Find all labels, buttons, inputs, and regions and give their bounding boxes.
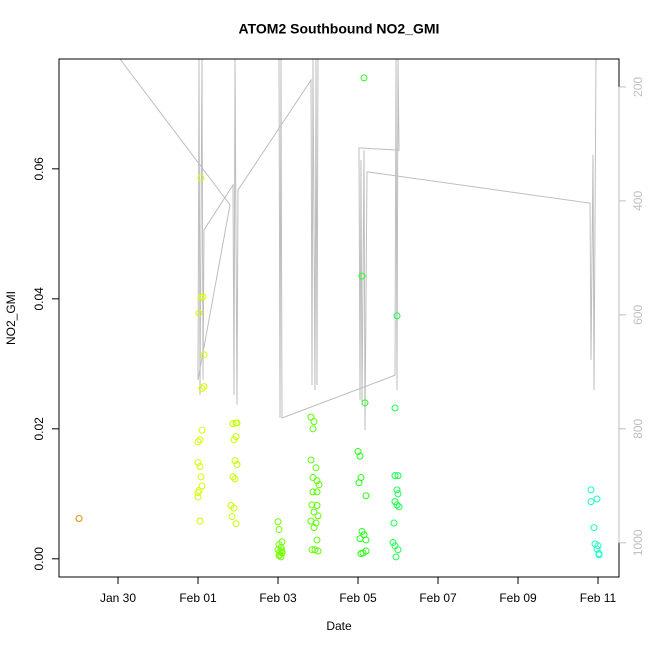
y2-tick-label: 800 xyxy=(631,419,645,439)
y-tick-label: 0.04 xyxy=(32,287,46,311)
data-point xyxy=(594,542,602,550)
data-point xyxy=(312,464,320,472)
data-point xyxy=(314,547,322,555)
data-point xyxy=(228,513,236,521)
y-tick-label: 0.06 xyxy=(32,157,46,181)
data-point xyxy=(395,503,403,511)
data-point xyxy=(197,473,205,481)
data-point xyxy=(194,438,202,446)
data-point xyxy=(198,426,206,434)
y2-tick-label: 200 xyxy=(631,77,645,97)
x-tick-label: Feb 05 xyxy=(339,591,377,605)
data-point xyxy=(315,481,323,489)
data-point xyxy=(390,519,398,527)
data-point xyxy=(393,486,401,494)
data-point xyxy=(314,512,322,520)
data-point xyxy=(313,536,321,544)
data-point xyxy=(231,457,239,465)
y-tick-label: 0.02 xyxy=(32,417,46,441)
data-point xyxy=(200,351,208,359)
data-point xyxy=(308,501,316,509)
data-point xyxy=(310,524,318,532)
data-point xyxy=(198,385,206,393)
data-point xyxy=(278,547,286,555)
data-point xyxy=(393,312,401,320)
data-point xyxy=(358,272,366,280)
y2-tick-label: 600 xyxy=(631,305,645,325)
data-point xyxy=(587,498,595,506)
data-point xyxy=(391,472,399,480)
x-tick-label: Jan 30 xyxy=(100,591,136,605)
y-tick-label: 0.00 xyxy=(32,547,46,571)
data-point xyxy=(357,550,365,558)
data-point xyxy=(196,436,204,444)
data-point xyxy=(275,526,283,534)
data-point xyxy=(394,546,402,554)
data-point xyxy=(197,174,205,182)
data-point xyxy=(229,473,237,481)
data-point xyxy=(274,518,282,526)
y2-tick-label: 400 xyxy=(631,191,645,211)
data-point xyxy=(232,520,240,528)
data-point xyxy=(313,477,321,485)
data-point xyxy=(75,515,83,523)
y-axis-label: NO2_GMI xyxy=(4,291,18,345)
data-point xyxy=(196,463,204,471)
data-point xyxy=(194,493,202,501)
data-point xyxy=(229,420,237,428)
data-point xyxy=(196,517,204,525)
plot-frame xyxy=(58,58,620,578)
chart-title: ATOM2 Southbound NO2_GMI xyxy=(239,21,440,37)
x-tick-label: Feb 01 xyxy=(179,591,217,605)
data-point xyxy=(312,519,320,527)
data-point xyxy=(362,492,370,500)
point-layer xyxy=(75,74,603,561)
data-point xyxy=(231,475,239,483)
x-axis-label: Date xyxy=(326,619,352,633)
x-tick-label: Feb 03 xyxy=(259,591,297,605)
x-tick-label: Feb 11 xyxy=(580,591,617,605)
data-point xyxy=(393,501,401,509)
line-layer xyxy=(119,59,597,430)
data-point xyxy=(355,479,363,487)
data-point xyxy=(310,508,318,516)
data-point xyxy=(394,472,402,480)
data-point xyxy=(195,309,203,317)
data-point xyxy=(233,461,241,469)
data-point xyxy=(194,489,202,497)
data-point xyxy=(307,456,315,464)
data-point xyxy=(356,452,364,460)
data-point xyxy=(313,502,321,510)
data-point xyxy=(360,531,368,539)
data-point xyxy=(595,551,603,559)
data-point xyxy=(310,418,318,426)
data-point xyxy=(313,488,321,496)
data-point xyxy=(593,495,601,503)
data-point xyxy=(309,474,317,482)
y2-tick-label: 1000 xyxy=(631,529,645,556)
pressure-line xyxy=(119,59,597,430)
data-point xyxy=(590,524,598,532)
data-point xyxy=(197,294,205,302)
data-point xyxy=(360,74,368,82)
data-point xyxy=(194,459,202,467)
data-point xyxy=(361,399,369,407)
data-point xyxy=(230,436,238,444)
data-point xyxy=(200,383,208,391)
data-point xyxy=(394,490,402,498)
x-tick-label: Feb 09 xyxy=(499,591,537,605)
data-point xyxy=(587,486,595,494)
data-point xyxy=(392,553,400,561)
data-point xyxy=(230,504,238,512)
data-point xyxy=(309,488,317,496)
data-point xyxy=(391,404,399,412)
data-point xyxy=(354,448,362,456)
data-point xyxy=(233,419,241,427)
data-point xyxy=(309,425,317,433)
x-tick-label: Feb 07 xyxy=(419,591,457,605)
